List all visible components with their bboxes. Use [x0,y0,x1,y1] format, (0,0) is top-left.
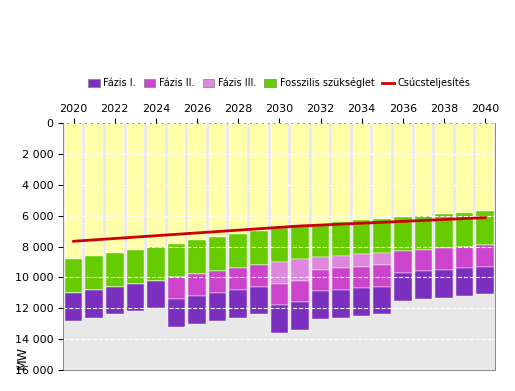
Bar [270,283,288,305]
Bar [476,245,494,267]
Bar [373,287,391,314]
Bar [188,274,206,296]
Bar [353,267,370,288]
Bar [373,219,391,253]
Bar [188,296,206,324]
Bar [456,123,473,213]
Bar [65,293,82,321]
Bar [332,222,350,256]
Bar [456,213,473,247]
Bar [250,287,267,314]
Y-axis label: MW: MW [16,346,29,369]
Bar [230,234,247,268]
Bar [435,123,453,214]
Bar [168,299,185,327]
Bar [106,287,124,314]
Bar [270,262,288,283]
Bar [312,291,329,319]
Bar [230,268,247,290]
Bar [353,221,370,255]
Bar [332,268,350,290]
Bar [250,231,267,265]
Bar [106,253,124,287]
Bar [312,123,329,224]
Bar [394,123,411,217]
Bar [106,123,124,253]
Bar [65,259,82,293]
Bar [456,247,473,268]
Bar [394,251,411,273]
Bar [147,123,165,247]
Bar [415,216,432,250]
Bar [209,237,227,271]
Bar [147,281,165,308]
Bar [270,228,288,262]
Bar [85,123,103,256]
Bar [250,123,267,231]
Bar [394,273,411,301]
Bar [270,123,288,228]
Bar [250,265,267,287]
Bar [85,290,103,317]
Bar [476,123,494,211]
Bar [85,256,103,290]
Bar [332,256,350,268]
Legend: Fázis I., Fázis II., Fázis III., Fosszilis szükséglet, Csúcsteljesítés: Fázis I., Fázis II., Fázis III., Fosszil… [84,74,475,92]
Bar [270,305,288,333]
Bar [332,290,350,317]
Bar [209,123,227,237]
Bar [435,248,453,270]
Bar [291,259,308,281]
Bar [373,265,391,287]
Bar [312,224,329,257]
Bar [476,211,494,245]
Bar [353,255,370,267]
Bar [394,217,411,251]
Bar [188,123,206,240]
Bar [127,283,144,311]
Bar [291,123,308,225]
Bar [435,214,453,248]
Bar [353,288,370,316]
Bar [435,270,453,298]
Bar [188,240,206,274]
Bar [147,247,165,281]
Bar [209,293,227,321]
Bar [168,278,185,299]
Bar [127,250,144,283]
Bar [415,271,432,299]
Bar [209,271,227,293]
Bar [291,302,308,330]
Bar [353,123,370,221]
Bar [65,123,82,259]
Bar [291,225,308,259]
Bar [332,123,350,222]
Bar [415,250,432,271]
Bar [415,123,432,216]
Bar [373,123,391,219]
Bar [476,267,494,294]
Bar [127,123,144,250]
Bar [456,268,473,296]
Bar [168,123,185,244]
Bar [312,270,329,291]
Bar [168,244,185,278]
Bar [230,290,247,317]
Bar [312,257,329,270]
Bar [291,281,308,302]
Bar [230,123,247,234]
Bar [373,253,391,265]
